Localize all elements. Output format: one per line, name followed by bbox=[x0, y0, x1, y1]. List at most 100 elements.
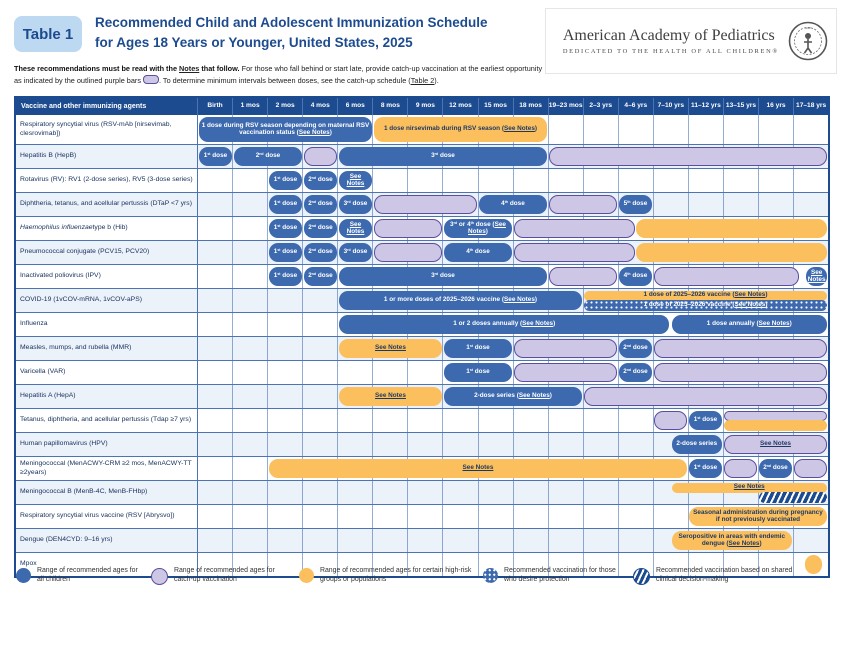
bar-blue: 3rd dose bbox=[338, 243, 372, 262]
grid-cell bbox=[198, 385, 234, 408]
grid-cell bbox=[549, 385, 584, 408]
row-label: Tetanus, diphtheria, and acellular pertu… bbox=[16, 409, 198, 432]
age-column-header: 2–3 yrs bbox=[584, 98, 619, 115]
grid-cell bbox=[584, 115, 619, 144]
grid-cell bbox=[233, 361, 269, 384]
grid-cell bbox=[549, 481, 584, 504]
grid-cell bbox=[514, 481, 549, 504]
row-content: 1st dose 2nd dose 3rd dose bbox=[198, 145, 828, 168]
grid-cell bbox=[514, 505, 549, 528]
grid-cells bbox=[198, 169, 828, 192]
grid-cell bbox=[338, 433, 374, 456]
grid-cell bbox=[584, 505, 619, 528]
grid-cell bbox=[549, 553, 584, 576]
bar-blue: 3rd dose bbox=[338, 147, 547, 166]
grid-cell bbox=[338, 169, 374, 192]
grid-cell bbox=[233, 241, 269, 264]
table-header-row: Vaccine and other immunizing agents Birt… bbox=[16, 98, 828, 115]
table-row: Respiratory syncytial virus (RSV-mAb [ni… bbox=[16, 115, 828, 144]
bar-blue: See Notes bbox=[806, 267, 827, 286]
grid-cell bbox=[443, 169, 479, 192]
bar-blue: 1st dose bbox=[268, 219, 302, 238]
row-label: Dengue (DEN4CYD: 9–16 yrs) bbox=[16, 529, 198, 552]
bar-purple bbox=[724, 459, 757, 478]
grid-cell bbox=[724, 193, 759, 216]
grid-cell bbox=[408, 385, 444, 408]
grid-cell bbox=[373, 169, 409, 192]
bar-orange: See Notes bbox=[671, 482, 827, 494]
grid-cell bbox=[479, 241, 514, 264]
grid-cell bbox=[198, 361, 234, 384]
bar-blue: 1st dose bbox=[268, 243, 302, 262]
aap-logo: American Academy of Pediatrics DEDICATED… bbox=[545, 8, 837, 74]
grid-cell bbox=[619, 553, 654, 576]
grid-cell bbox=[479, 481, 514, 504]
immunization-table: Vaccine and other immunizing agents Birt… bbox=[14, 96, 830, 578]
age-column-header: 4 mos bbox=[303, 98, 339, 115]
bar-blue: 2nd dose bbox=[303, 243, 337, 262]
table-row: Hepatitis A (HepA) See Notes 2-dose series… bbox=[16, 384, 828, 408]
bar-purple bbox=[794, 459, 827, 478]
grid-cell bbox=[303, 145, 339, 168]
grid-cell bbox=[268, 337, 304, 360]
row-content: 1 or 2 doses annually (See Notes) 1 dose … bbox=[198, 313, 828, 336]
age-column-header: 9 mos bbox=[408, 98, 444, 115]
grid-cell bbox=[268, 241, 304, 264]
grid-cell bbox=[268, 313, 304, 336]
row-label: Rotavirus (RV): RV1 (2-dose series), RV5… bbox=[16, 169, 198, 192]
legend-purple-icon bbox=[151, 568, 168, 585]
bar-blue: 1st dose bbox=[444, 339, 512, 358]
grid-cell bbox=[514, 193, 549, 216]
grid-cell bbox=[268, 505, 304, 528]
grid-cell bbox=[233, 385, 269, 408]
table2-link[interactable]: Table 2 bbox=[410, 75, 435, 85]
age-column-header: 13–15 yrs bbox=[724, 98, 759, 115]
grid-cell bbox=[338, 529, 374, 552]
grid-cell bbox=[514, 409, 549, 432]
table-row: Influenza 1 or 2 doses annually (See Note… bbox=[16, 312, 828, 336]
grid-cell bbox=[514, 115, 549, 144]
grid-cell bbox=[198, 241, 234, 264]
grid-cell bbox=[233, 529, 269, 552]
row-content: 1st dose 2nd dose 3rd dose 4th dose 5th dose bbox=[198, 193, 828, 216]
grid-cell bbox=[268, 265, 304, 288]
row-content: See Notes bbox=[198, 481, 828, 504]
grid-cell bbox=[443, 409, 479, 432]
grid-cell bbox=[724, 115, 759, 144]
notes-link[interactable]: Notes bbox=[179, 64, 200, 73]
grid-cell bbox=[198, 457, 234, 480]
grid-cell bbox=[724, 457, 759, 480]
grid-cell bbox=[479, 217, 514, 240]
grid-cell bbox=[443, 193, 479, 216]
bar-orange: See Notes bbox=[338, 339, 442, 358]
bar-orange bbox=[724, 419, 827, 431]
age-column-header: 19–23 mos bbox=[549, 98, 584, 115]
age-column-header: 11–12 yrs bbox=[689, 98, 724, 115]
grid-cell bbox=[654, 193, 689, 216]
bar-blue: 1 or 2 doses annually (See Notes) bbox=[338, 315, 670, 334]
bar-blue: 1st dose bbox=[689, 411, 722, 430]
grid-cell bbox=[654, 505, 689, 528]
grid-cell bbox=[338, 553, 374, 576]
bar-blue: 4th dose bbox=[444, 243, 512, 262]
grid-cell bbox=[268, 433, 304, 456]
bar-purple bbox=[514, 339, 617, 358]
row-content bbox=[198, 553, 828, 576]
grid-cell bbox=[443, 481, 479, 504]
grid-cell bbox=[233, 505, 269, 528]
bar-blue: 2nd dose bbox=[303, 195, 337, 214]
grid-cell bbox=[619, 361, 654, 384]
table-row: Meningococcal B (MenB-4C, MenB-FHbp) See … bbox=[16, 480, 828, 504]
grid-cell bbox=[549, 409, 584, 432]
grid-cell bbox=[479, 529, 514, 552]
bar-blue: 4th dose bbox=[618, 267, 652, 286]
grid-cell bbox=[408, 217, 444, 240]
grid-cell bbox=[759, 553, 795, 576]
table-body: Respiratory syncytial virus (RSV-mAb [ni… bbox=[16, 115, 828, 576]
bar-orange: See Notes bbox=[338, 387, 442, 406]
grid-cell bbox=[233, 217, 269, 240]
bar-purple bbox=[549, 147, 827, 166]
bar-purple bbox=[654, 411, 687, 430]
grid-cell bbox=[443, 433, 479, 456]
